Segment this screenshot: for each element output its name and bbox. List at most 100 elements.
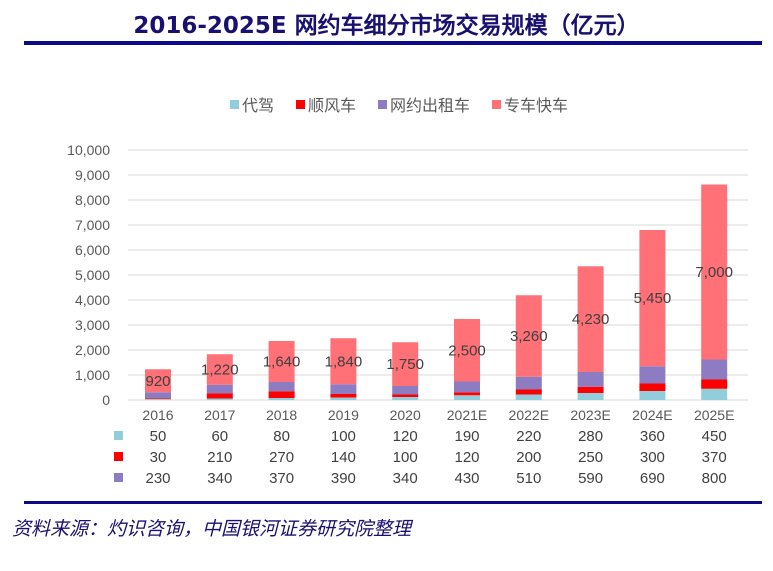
data-label: 430 — [454, 470, 479, 487]
bar-segment — [206, 398, 233, 400]
y-tick-label: 9,000 — [75, 167, 110, 183]
x-tick-label: 2018 — [266, 407, 297, 423]
data-label: 30 — [150, 449, 167, 466]
bar-segment — [330, 384, 357, 394]
data-label: 100 — [331, 428, 356, 445]
y-tick-label: 2,000 — [75, 342, 110, 358]
data-label: 1,840 — [325, 353, 363, 370]
bar-segment — [392, 394, 419, 397]
y-tick-label: 8,000 — [75, 192, 110, 208]
legend-item: 代驾 — [230, 92, 274, 116]
bar-segment — [392, 397, 419, 400]
bar-segment — [145, 392, 171, 398]
legend-label: 代驾 — [242, 96, 275, 115]
bar-segment — [515, 376, 542, 390]
x-tick-label: 2024E — [632, 407, 672, 423]
data-label: 370 — [269, 470, 294, 487]
x-tick-label: 2020 — [390, 407, 421, 423]
legend-label: 顺风车 — [308, 96, 357, 115]
data-label: 210 — [207, 449, 232, 466]
data-label: 4,230 — [572, 311, 610, 328]
data-label: 340 — [207, 470, 232, 487]
bar-segment — [515, 389, 542, 395]
legend-swatch — [296, 99, 306, 109]
data-label: 2,500 — [448, 342, 486, 359]
y-tick-label: 7,000 — [75, 217, 110, 233]
x-tick-label: 2025E — [694, 407, 734, 423]
x-tick-label: 2019 — [328, 407, 359, 423]
legend-item: 专车快车 — [492, 92, 568, 116]
title-divider — [24, 41, 762, 45]
data-label: 220 — [516, 428, 541, 445]
y-tick-label: 3,000 — [75, 317, 110, 333]
data-label: 60 — [211, 428, 228, 445]
data-label: 5,450 — [634, 290, 672, 307]
data-label: 690 — [640, 470, 665, 487]
data-label: 270 — [269, 449, 294, 466]
data-label: 590 — [578, 470, 603, 487]
data-label: 1,750 — [386, 356, 424, 373]
x-tick-label: 2016 — [142, 407, 173, 423]
y-tick-label: 5,000 — [75, 267, 110, 283]
data-label: 140 — [331, 449, 356, 466]
row-swatch — [114, 431, 123, 440]
bar-segment — [206, 393, 233, 399]
source-note: 资料来源：灼识咨询，中国银河证券研究院整理 — [12, 518, 412, 540]
footer-divider — [24, 501, 762, 504]
data-label: 370 — [702, 449, 727, 466]
data-label: 7,000 — [695, 264, 733, 281]
data-label: 120 — [393, 428, 418, 445]
bar-segment — [268, 391, 295, 398]
bar-segment — [392, 386, 419, 395]
bar-segment — [330, 338, 357, 385]
bar-segment — [639, 383, 666, 391]
bar-segment — [577, 372, 604, 387]
row-swatch — [114, 452, 123, 461]
bar-segment — [577, 386, 604, 393]
bar-segment — [145, 369, 171, 393]
bar-segment — [577, 266, 604, 372]
bar-segment — [330, 397, 357, 400]
bar-segment — [145, 398, 171, 399]
data-label: 360 — [640, 428, 665, 445]
bar-segment — [268, 341, 295, 382]
x-tick-label: 2022E — [509, 407, 549, 423]
data-label: 200 — [516, 449, 541, 466]
bar-segment — [515, 394, 542, 400]
data-label: 250 — [578, 449, 603, 466]
bar-segment — [206, 354, 233, 385]
bar-segment — [206, 384, 233, 394]
legend-label: 网约出租车 — [390, 96, 471, 115]
row-swatch — [114, 473, 123, 482]
y-tick-label: 0 — [102, 392, 110, 408]
x-tick-label: 2021E — [447, 407, 487, 423]
bar-segment — [515, 295, 542, 377]
legend-swatch — [230, 99, 239, 109]
y-tick-label: 4,000 — [75, 292, 110, 308]
bar-segment — [577, 393, 604, 400]
legend-swatch — [492, 99, 502, 109]
bar-segment — [701, 388, 728, 400]
bar-segment — [330, 394, 357, 398]
data-label: 390 — [331, 470, 356, 487]
data-label: 120 — [454, 449, 479, 466]
data-label: 800 — [702, 470, 727, 487]
data-label: 510 — [516, 470, 541, 487]
bar-segment — [392, 342, 419, 386]
y-tick-label: 6,000 — [75, 242, 110, 258]
bar-segment — [701, 379, 728, 389]
data-label: 100 — [393, 449, 418, 466]
page-title: 2016-2025E 网约车细分市场交易规模（亿元） — [133, 13, 640, 39]
legend: 代驾 顺风车 网约出租车 专车快车 — [230, 92, 568, 116]
legend-label: 专车快车 — [504, 96, 569, 115]
bar-segment — [454, 381, 480, 393]
data-label: 280 — [578, 428, 603, 445]
data-label: 450 — [702, 428, 727, 445]
bar-segment — [639, 391, 666, 400]
bar-segment — [454, 395, 480, 400]
data-label: 230 — [145, 470, 170, 487]
data-label: 80 — [273, 428, 290, 445]
data-label: 300 — [640, 449, 665, 466]
bar-segment — [268, 382, 295, 392]
